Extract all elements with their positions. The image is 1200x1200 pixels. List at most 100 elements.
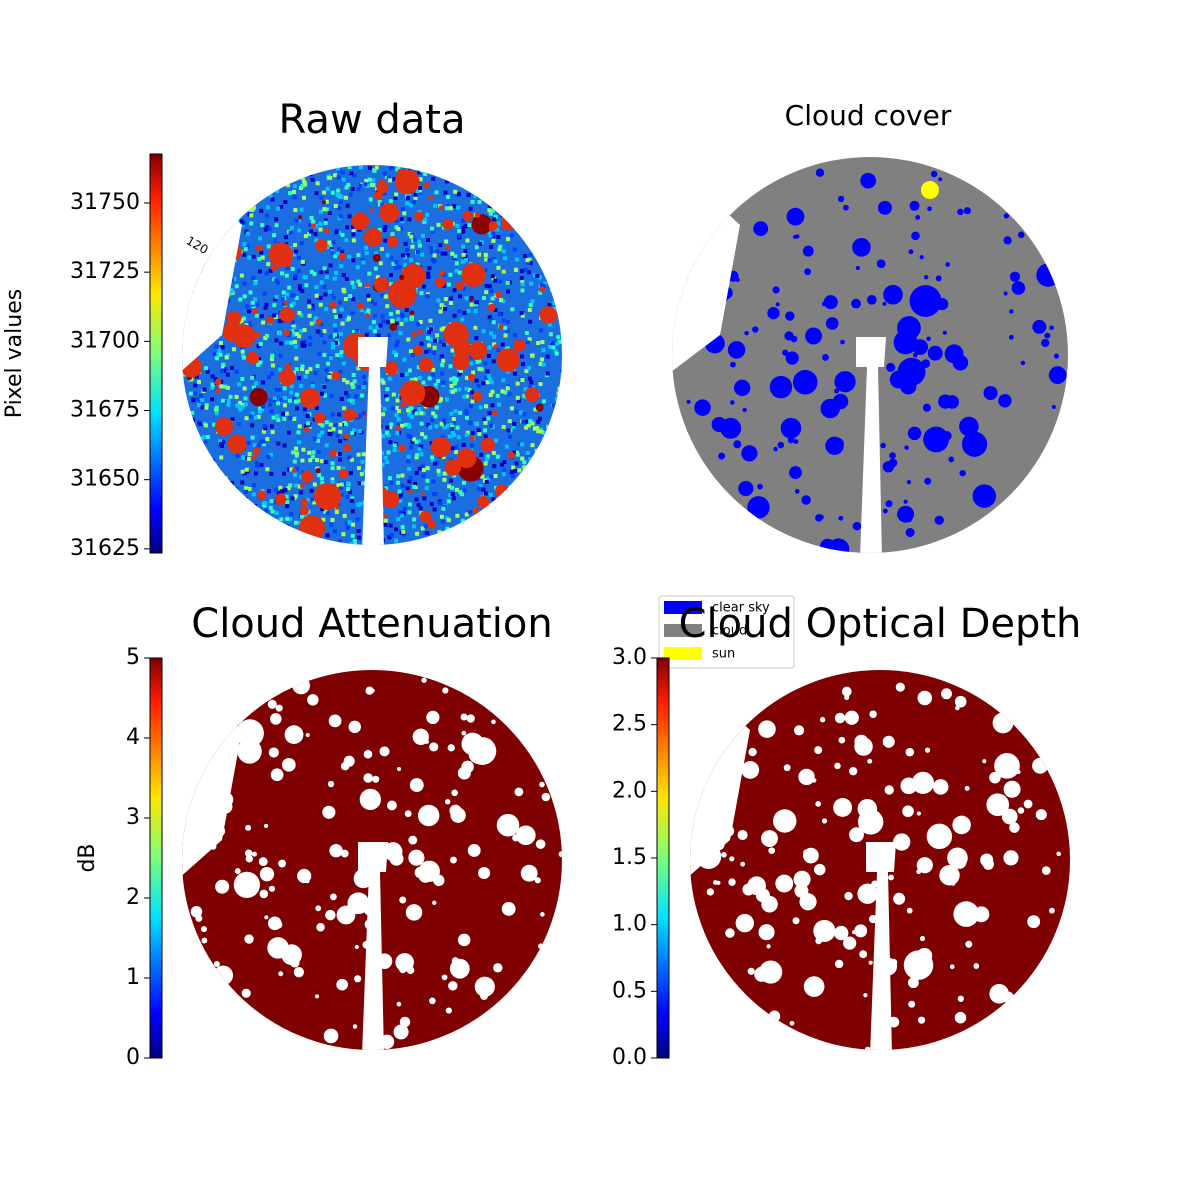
pixel xyxy=(336,483,341,488)
pixel xyxy=(321,517,326,522)
blob xyxy=(1009,309,1014,314)
pixel xyxy=(391,406,396,411)
blob xyxy=(354,944,359,950)
blob xyxy=(213,965,234,986)
pixel xyxy=(190,214,195,219)
pixel xyxy=(557,222,562,227)
pixel xyxy=(327,374,332,379)
pixel xyxy=(531,202,536,207)
pixel xyxy=(293,483,298,488)
blob xyxy=(769,375,793,399)
pixel xyxy=(341,466,346,471)
pixel xyxy=(265,531,270,536)
pixel xyxy=(236,543,241,545)
pixel xyxy=(312,271,317,276)
blob xyxy=(929,829,936,837)
arm xyxy=(866,842,896,1050)
pixel xyxy=(324,368,329,373)
pixel xyxy=(495,544,500,545)
blob xyxy=(472,391,483,402)
pixel xyxy=(248,167,253,172)
pixel xyxy=(507,392,512,397)
pixel xyxy=(366,293,371,298)
pixel xyxy=(335,433,340,438)
pixel xyxy=(458,490,463,495)
pixel xyxy=(190,432,195,437)
pixel xyxy=(419,411,424,416)
pixel xyxy=(430,229,435,234)
pixel xyxy=(425,478,430,483)
blob xyxy=(270,713,282,725)
pixel xyxy=(385,320,390,325)
pixel xyxy=(432,507,437,512)
pixel xyxy=(429,245,434,250)
annotation: 120 xyxy=(184,234,211,258)
pixel xyxy=(296,218,301,223)
pixel xyxy=(288,230,293,235)
pixel xyxy=(230,515,235,520)
pixel xyxy=(200,398,205,403)
pixel xyxy=(477,359,482,364)
blob xyxy=(445,1007,452,1014)
pixel xyxy=(276,418,281,423)
pixel xyxy=(474,245,479,250)
pixel xyxy=(496,348,501,353)
pixel xyxy=(386,433,391,438)
blob xyxy=(757,483,763,490)
blob xyxy=(964,785,970,791)
pixel xyxy=(254,313,259,318)
blob xyxy=(501,902,516,916)
pixel xyxy=(461,480,466,485)
blob xyxy=(786,207,805,226)
pixel xyxy=(339,307,344,312)
blob xyxy=(264,915,269,920)
pixel xyxy=(468,355,473,360)
pixel xyxy=(351,238,356,243)
pixel xyxy=(511,510,516,515)
pixel xyxy=(192,253,197,258)
blob xyxy=(354,413,359,419)
pixel xyxy=(281,290,286,295)
blob xyxy=(520,864,538,882)
pixel xyxy=(276,441,281,446)
pixel xyxy=(265,467,270,472)
blob xyxy=(331,371,341,381)
pixel xyxy=(408,349,413,354)
pixel xyxy=(214,201,219,206)
blob xyxy=(399,965,407,974)
pixel xyxy=(389,282,394,287)
pixel xyxy=(380,462,385,467)
pixel xyxy=(495,511,500,516)
pixel xyxy=(324,199,329,204)
pixel xyxy=(554,207,559,212)
pixel xyxy=(201,457,206,462)
blob xyxy=(1027,915,1041,929)
pixel xyxy=(277,536,282,541)
pixel xyxy=(536,465,541,470)
pixel xyxy=(544,192,549,197)
blob xyxy=(961,431,988,457)
pixel xyxy=(296,268,301,273)
pixel xyxy=(388,544,393,545)
pixel xyxy=(323,393,328,398)
pixel xyxy=(330,466,335,471)
pixel xyxy=(536,419,541,424)
pixel xyxy=(293,344,298,349)
pixel xyxy=(504,520,509,525)
pixel xyxy=(200,443,205,448)
pixel xyxy=(384,394,389,399)
pixel xyxy=(373,266,378,271)
tick-label: 5 xyxy=(126,645,140,670)
blob xyxy=(467,844,481,857)
blob xyxy=(445,244,451,250)
blob xyxy=(227,434,247,454)
pixel xyxy=(464,512,469,517)
pixel xyxy=(310,383,315,388)
blob xyxy=(851,298,861,309)
blob xyxy=(773,809,797,833)
blob xyxy=(833,798,853,817)
pixel xyxy=(182,482,187,487)
pixel xyxy=(275,414,280,419)
pixel xyxy=(462,310,467,315)
blob xyxy=(395,425,401,431)
